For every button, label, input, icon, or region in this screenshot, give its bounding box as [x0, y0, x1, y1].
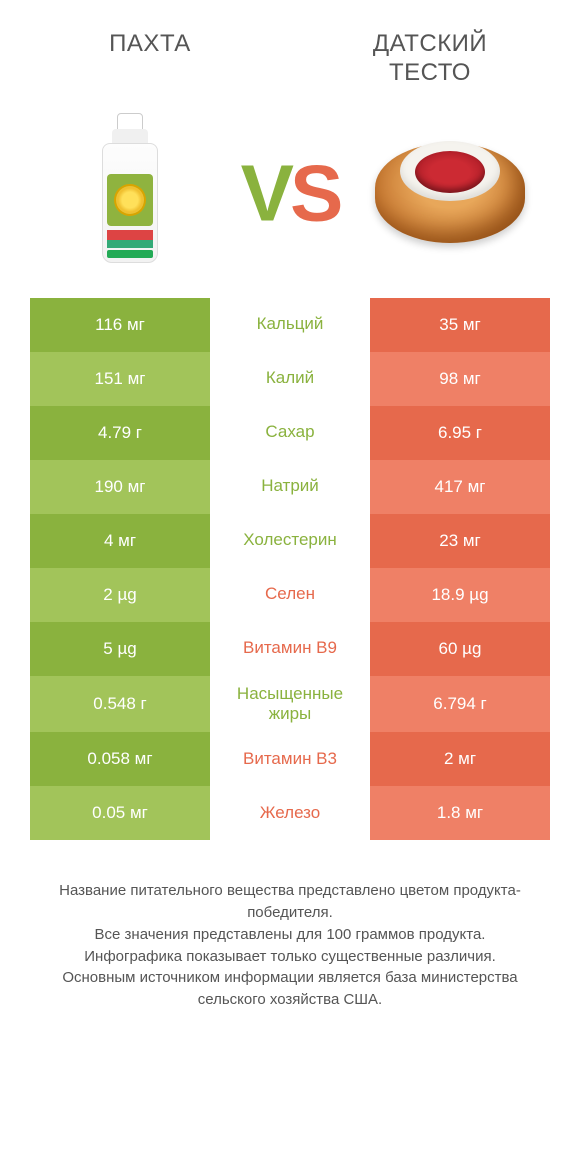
- left-value-cell: 4.79 г: [30, 406, 210, 460]
- footer-notes: Название питательного вещества представл…: [30, 880, 550, 1011]
- table-row: 116 мгКальций35 мг: [30, 298, 550, 352]
- table-row: 0.548 гНасыщенные жиры6.794 г: [30, 676, 550, 733]
- vs-label: VS: [241, 147, 340, 239]
- nutrient-label: Селен: [210, 568, 370, 622]
- left-product-image: [50, 108, 210, 268]
- nutrient-label: Насыщенные жиры: [210, 676, 370, 733]
- table-row: 0.058 мгВитамин B32 мг: [30, 732, 550, 786]
- right-value-cell: 6.95 г: [370, 406, 550, 460]
- table-row: 2 µgСелен18.9 µg: [30, 568, 550, 622]
- right-value-cell: 18.9 µg: [370, 568, 550, 622]
- table-row: 0.05 мгЖелезо1.8 мг: [30, 786, 550, 840]
- footer-line: Основным источником информации является …: [30, 967, 550, 1011]
- nutrient-label: Витамин B3: [210, 732, 370, 786]
- comparison-table: 116 мгКальций35 мг151 мгКалий98 мг4.79 г…: [30, 298, 550, 841]
- right-value-cell: 2 мг: [370, 732, 550, 786]
- nutrient-label: Сахар: [210, 406, 370, 460]
- left-value-cell: 4 мг: [30, 514, 210, 568]
- nutrient-label: Калий: [210, 352, 370, 406]
- right-value-cell: 98 мг: [370, 352, 550, 406]
- footer-line: Все значения представлены для 100 граммо…: [30, 924, 550, 946]
- table-row: 4.79 гСахар6.95 г: [30, 406, 550, 460]
- right-value-cell: 35 мг: [370, 298, 550, 352]
- left-value-cell: 0.05 мг: [30, 786, 210, 840]
- right-value-cell: 1.8 мг: [370, 786, 550, 840]
- buttermilk-bottle-icon: [100, 113, 160, 263]
- left-value-cell: 0.548 г: [30, 676, 210, 733]
- right-value-cell: 6.794 г: [370, 676, 550, 733]
- left-value-cell: 190 мг: [30, 460, 210, 514]
- footer-line: Инфографика показывает только существенн…: [30, 946, 550, 968]
- product-images-row: VS: [0, 98, 580, 298]
- right-value-cell: 60 µg: [370, 622, 550, 676]
- left-value-cell: 116 мг: [30, 298, 210, 352]
- left-value-cell: 151 мг: [30, 352, 210, 406]
- left-value-cell: 2 µg: [30, 568, 210, 622]
- footer-line: Название питательного вещества представл…: [30, 880, 550, 924]
- right-value-cell: 417 мг: [370, 460, 550, 514]
- table-row: 4 мгХолестерин23 мг: [30, 514, 550, 568]
- nutrient-label: Кальций: [210, 298, 370, 352]
- nutrient-label: Железо: [210, 786, 370, 840]
- table-row: 190 мгНатрий417 мг: [30, 460, 550, 514]
- left-value-cell: 5 µg: [30, 622, 210, 676]
- danish-pastry-icon: [375, 133, 525, 243]
- header: ПАХТА ДАТСКИЙ ТЕСТО: [0, 0, 580, 98]
- nutrient-label: Натрий: [210, 460, 370, 514]
- nutrient-label: Витамин B9: [210, 622, 370, 676]
- table-row: 151 мгКалий98 мг: [30, 352, 550, 406]
- right-value-cell: 23 мг: [370, 514, 550, 568]
- right-product-title: ДАТСКИЙ ТЕСТО: [330, 30, 530, 88]
- table-row: 5 µgВитамин B960 µg: [30, 622, 550, 676]
- left-product-title: ПАХТА: [50, 30, 250, 58]
- left-value-cell: 0.058 мг: [30, 732, 210, 786]
- nutrient-label: Холестерин: [210, 514, 370, 568]
- right-product-image: [370, 108, 530, 268]
